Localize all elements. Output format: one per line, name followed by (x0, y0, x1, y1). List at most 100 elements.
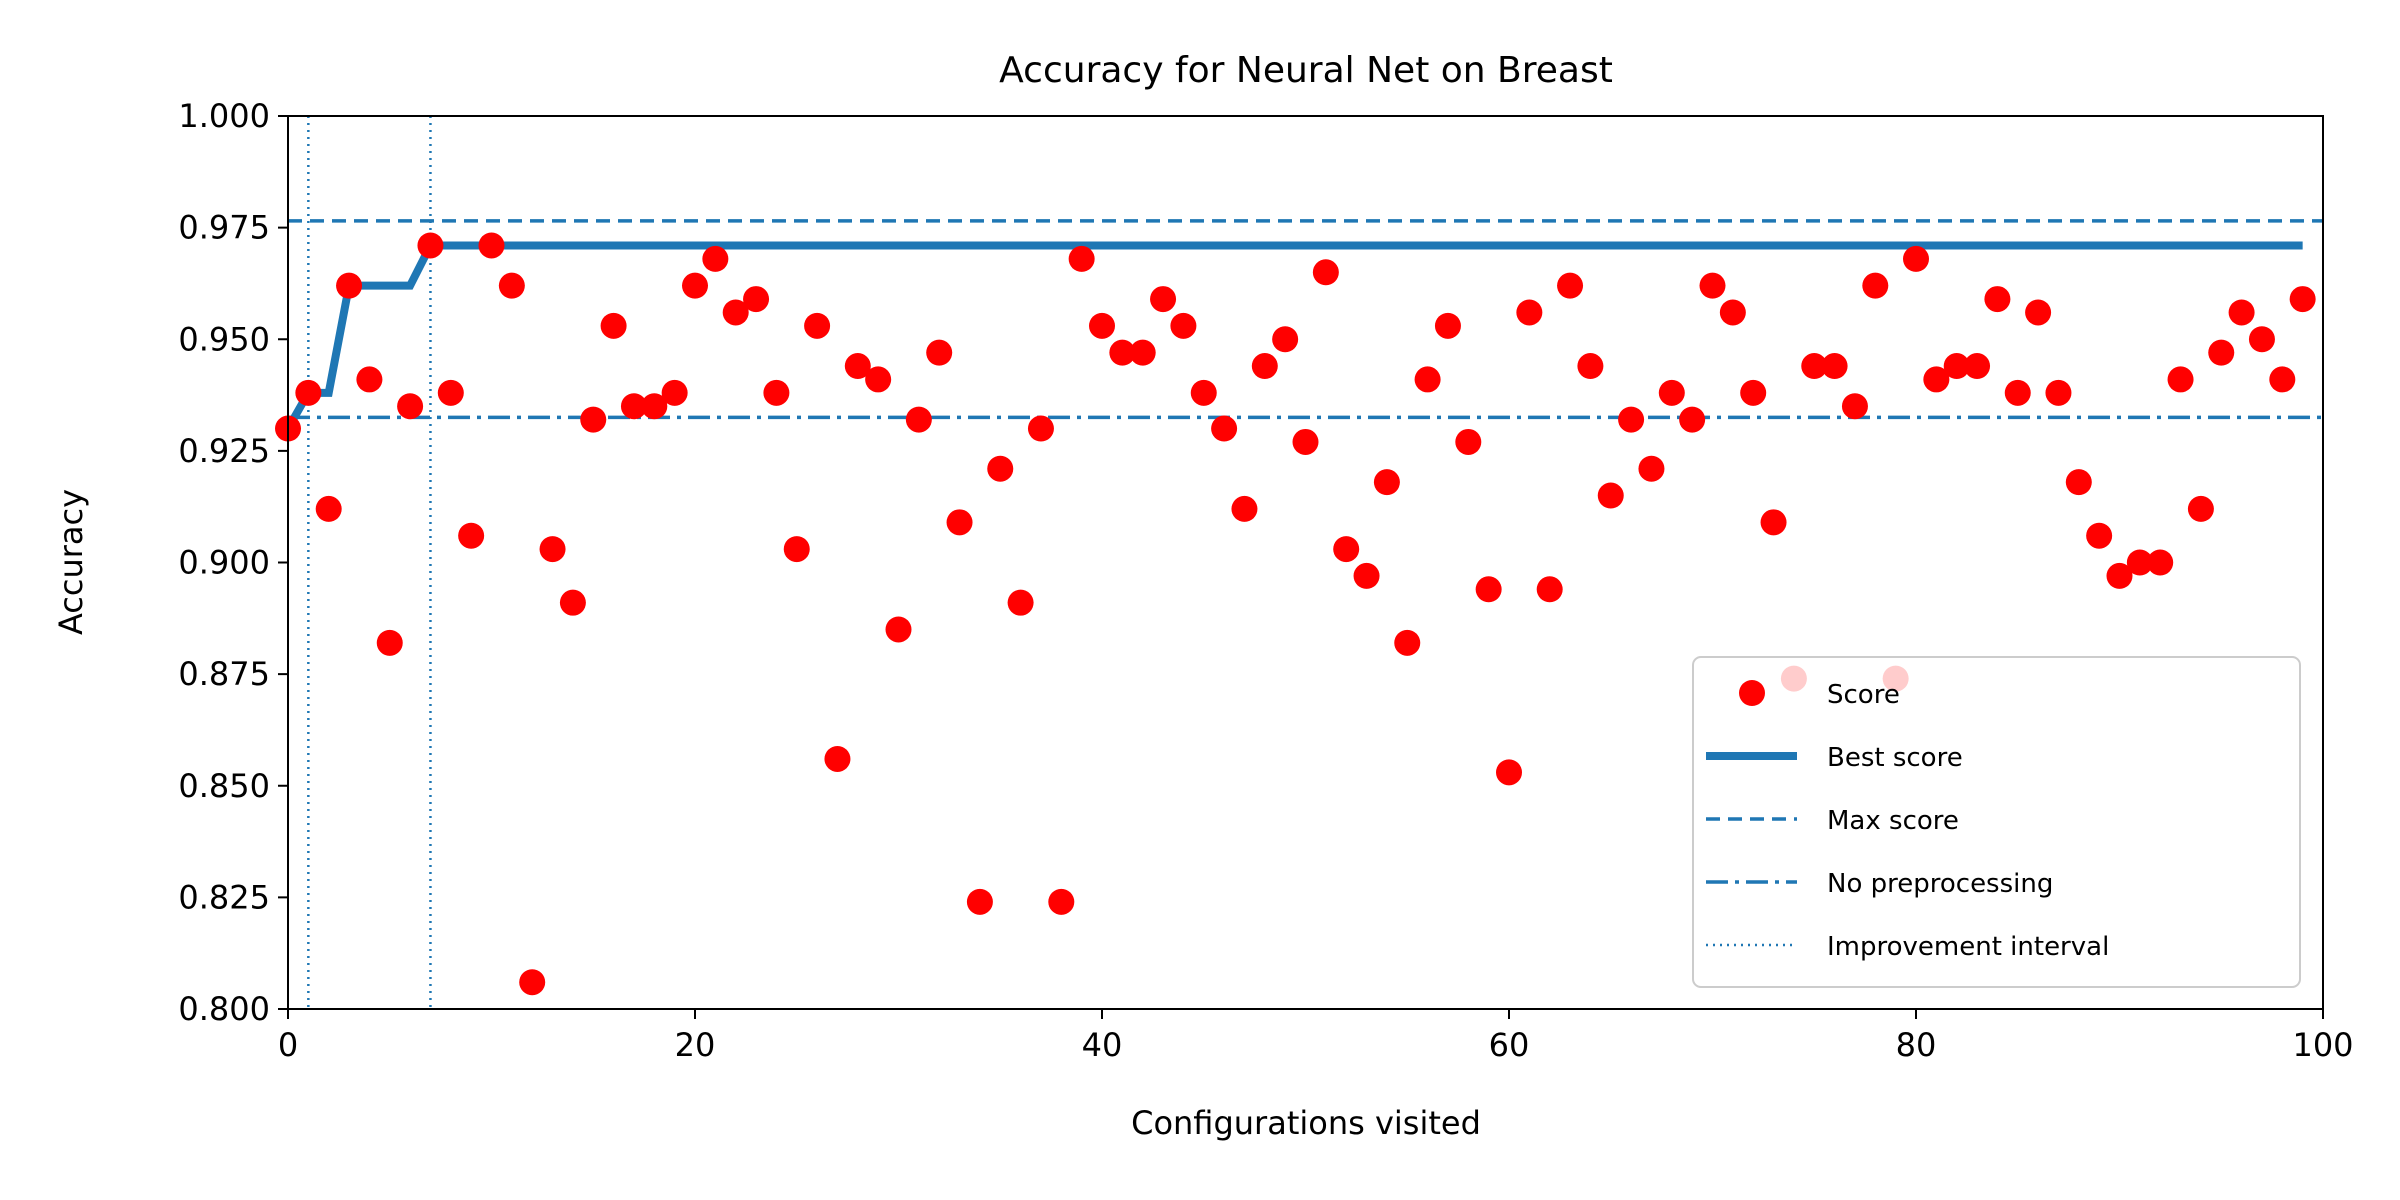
score-point (1923, 366, 1950, 393)
x-tick-label: 40 (1082, 1026, 1123, 1064)
y-axis-label: Accuracy (52, 489, 90, 635)
score-point (1557, 272, 1584, 299)
score-point (661, 379, 688, 406)
score-point (1801, 353, 1828, 380)
legend-label: Max score (1827, 806, 1959, 836)
score-point (1353, 562, 1380, 589)
score-point (1760, 509, 1787, 536)
x-tick-label: 100 (2292, 1026, 2353, 1064)
score-point (1903, 245, 1929, 272)
score-point (397, 393, 424, 420)
y-tick-label: 0.900 (178, 544, 270, 582)
plot-area (275, 116, 2323, 1009)
score-point (2269, 366, 2296, 393)
score-point (1373, 469, 1400, 496)
score-point (295, 379, 322, 406)
x-tick-label: 60 (1489, 1026, 1530, 1064)
score-point (1231, 495, 1258, 522)
score-point (1679, 406, 1706, 433)
score-point (478, 232, 505, 259)
y-tick-label: 0.800 (178, 990, 270, 1028)
score-point (743, 286, 770, 313)
score-point (1109, 339, 1136, 366)
score-point (458, 522, 485, 549)
score-point (885, 616, 912, 643)
score-point (2187, 495, 2214, 522)
score-point (1577, 353, 1604, 380)
score-point (1251, 353, 1278, 380)
legend: Score Best score Max score No preprocessing… (1692, 656, 2301, 988)
score-point (1312, 259, 1339, 286)
score-point (1516, 299, 1543, 326)
legend-box (1692, 656, 2301, 988)
score-point (336, 272, 363, 299)
y-tick-label: 1.000 (178, 97, 270, 135)
score-point (1414, 366, 1441, 393)
score-point (559, 589, 586, 616)
score-point (376, 629, 403, 656)
score-point (437, 379, 464, 406)
score-point (824, 745, 851, 772)
score-point (1027, 415, 1054, 442)
score-point (1699, 272, 1726, 299)
score-point (926, 339, 953, 366)
score-point (641, 393, 668, 420)
score-point (2004, 379, 2031, 406)
x-tick-label: 0 (278, 1026, 298, 1064)
score-point (1089, 312, 1115, 339)
score-point (315, 495, 342, 522)
score-point (1841, 393, 1868, 420)
score-point (2126, 549, 2153, 576)
score-point (498, 272, 525, 299)
score-point (1394, 629, 1421, 656)
score-point (2289, 286, 2316, 313)
score-point (865, 366, 892, 393)
score-point (2208, 339, 2235, 366)
score-point (2228, 299, 2255, 326)
score-point (966, 888, 993, 915)
score-point (2025, 299, 2052, 326)
score-point (600, 312, 627, 339)
score-point (682, 272, 708, 299)
score-point (417, 232, 444, 259)
score-point (1434, 312, 1461, 339)
score-point (2248, 326, 2275, 353)
score-point (580, 406, 607, 433)
score-point (1455, 428, 1482, 455)
score-point (1292, 428, 1319, 455)
score-point (620, 393, 647, 420)
score-point (804, 312, 831, 339)
score-point (539, 536, 566, 563)
score-point (1740, 379, 1767, 406)
y-tick-label: 0.925 (178, 432, 270, 470)
score-point (987, 455, 1014, 482)
score-point (2086, 522, 2113, 549)
score-point (844, 353, 871, 380)
legend-label: Improvement interval (1827, 932, 2109, 962)
y-tick-label: 0.875 (178, 655, 270, 693)
legend-label: Best score (1827, 743, 1963, 773)
score-point (1272, 326, 1299, 353)
y-tick-label: 0.950 (178, 320, 270, 358)
y-tick-label: 0.850 (178, 767, 270, 805)
score-point (1618, 406, 1645, 433)
score-point (946, 509, 973, 536)
score-point (1211, 415, 1238, 442)
score-point (702, 245, 729, 272)
score-point (2147, 549, 2174, 576)
x-axis-label: Configurations visited (1131, 1104, 1481, 1142)
score-point (1862, 272, 1889, 299)
chart-title: Accuracy for Neural Net on Breast (999, 50, 1613, 91)
score-point (1638, 455, 1665, 482)
x-tick-label: 20 (675, 1026, 716, 1064)
score-point (2106, 562, 2133, 589)
score-point (1964, 353, 1991, 380)
y-tick-label: 0.825 (178, 878, 270, 916)
score-point (1333, 536, 1360, 563)
score-point (1170, 312, 1197, 339)
score-point (1536, 576, 1563, 603)
legend-swatch-score (1739, 680, 1765, 706)
score-point (1496, 759, 1522, 786)
score-point (1475, 576, 1502, 603)
